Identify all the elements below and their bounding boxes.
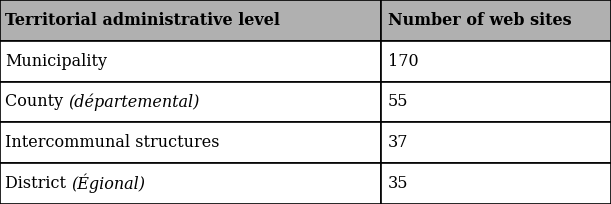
Text: (Égional): (Égional) bbox=[71, 174, 145, 193]
Bar bbox=[0, 0, 381, 41]
Text: (départemental): (départemental) bbox=[68, 93, 200, 111]
Bar bbox=[381, 82, 611, 122]
Text: Number of web sites: Number of web sites bbox=[388, 12, 572, 29]
Bar bbox=[0, 163, 381, 204]
Text: 37: 37 bbox=[388, 134, 409, 151]
Bar bbox=[381, 0, 611, 41]
Text: County: County bbox=[5, 93, 68, 111]
Bar bbox=[0, 41, 381, 82]
Text: Municipality: Municipality bbox=[5, 53, 107, 70]
Bar bbox=[0, 122, 381, 163]
Text: 35: 35 bbox=[388, 175, 409, 192]
Text: 55: 55 bbox=[388, 93, 409, 111]
Bar bbox=[381, 41, 611, 82]
Bar bbox=[381, 163, 611, 204]
Text: 170: 170 bbox=[388, 53, 419, 70]
Text: District: District bbox=[5, 175, 71, 192]
Text: Intercommunal structures: Intercommunal structures bbox=[5, 134, 219, 151]
Text: Territorial administrative level: Territorial administrative level bbox=[5, 12, 280, 29]
Bar bbox=[0, 82, 381, 122]
Bar bbox=[381, 122, 611, 163]
